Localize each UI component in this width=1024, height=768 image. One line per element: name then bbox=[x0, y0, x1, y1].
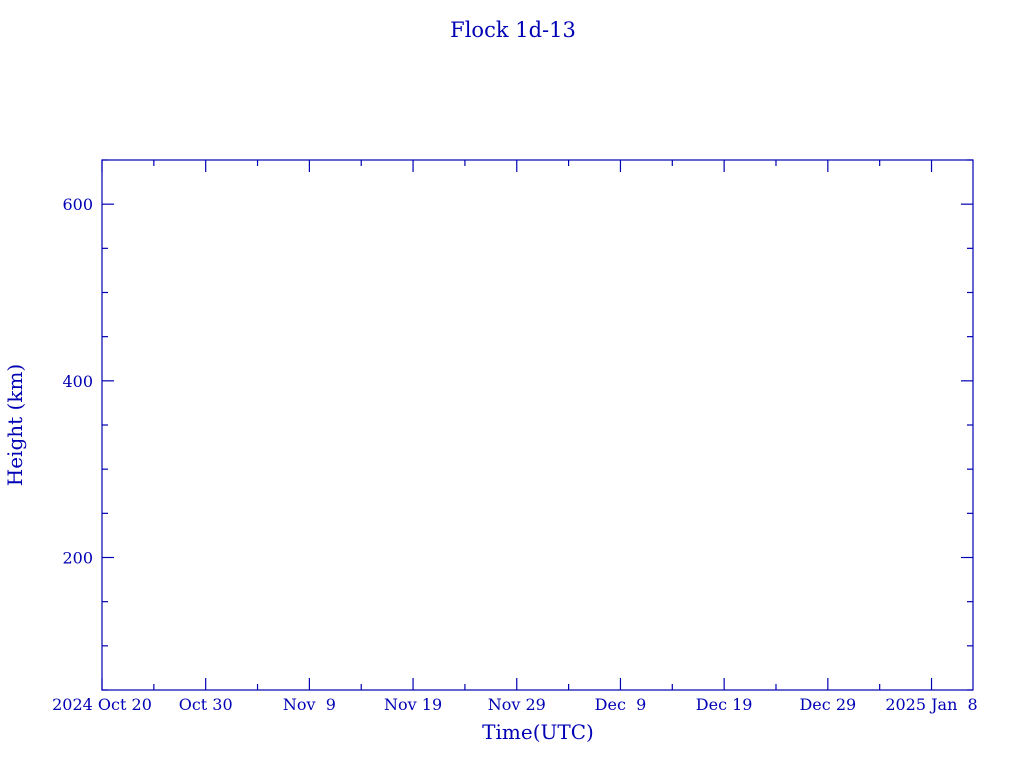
x-tick-label: Nov 9 bbox=[283, 695, 336, 714]
x-tick-label: Dec 19 bbox=[696, 695, 753, 714]
y-tick-label: 200 bbox=[62, 549, 93, 568]
y-tick-label: 600 bbox=[62, 195, 93, 214]
y-tick-label: 400 bbox=[62, 372, 93, 391]
x-tick-label: Nov 19 bbox=[384, 695, 442, 714]
axis-ticks: 2024 Oct 20 Oct 30 Nov 9 Nov 19 Nov 29 Dec 9 D… bbox=[52, 159, 978, 714]
x-tick-label: Dec 9 bbox=[595, 695, 647, 714]
plot-frame bbox=[101, 159, 974, 691]
y-axis-label: Height (km) bbox=[3, 364, 27, 486]
x-tick-label: Nov 29 bbox=[488, 695, 546, 714]
x-tick-label: 2025 Jan 8 bbox=[885, 695, 977, 714]
x-tick-label: Oct 30 bbox=[179, 695, 233, 714]
x-tick-label: Dec 29 bbox=[799, 695, 856, 714]
chart-title: Flock 1d-13 bbox=[450, 18, 576, 42]
x-axis-label: Time(UTC) bbox=[482, 720, 594, 744]
x-tick-label: 2024 Oct 20 bbox=[52, 695, 152, 714]
